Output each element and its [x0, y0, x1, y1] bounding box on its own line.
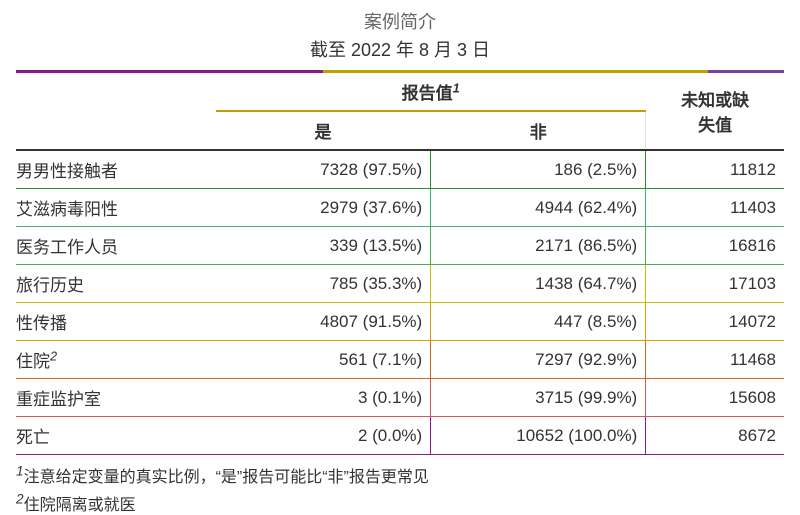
no-value: 10652 (100.0%) [431, 417, 646, 455]
footnote-2: 2住院隔离或就医 [16, 491, 784, 515]
table-row: 旅行历史785 (35.3%)1438 (64.7%)17103 [16, 265, 784, 303]
missing-line1: 未知或缺 [681, 91, 749, 110]
no-header: 非 [431, 111, 646, 150]
missing-value: 14072 [646, 303, 784, 341]
no-value: 2171 (86.5%) [431, 227, 646, 265]
missing-value: 17103 [646, 265, 784, 303]
row-label: 旅行历史 [16, 265, 216, 303]
row-label: 艾滋病毒阳性 [16, 189, 216, 227]
no-value: 447 (8.5%) [431, 303, 646, 341]
table-row: 医务工作人员339 (13.5%)2171 (86.5%)16816 [16, 227, 784, 265]
no-value: 186 (2.5%) [431, 150, 646, 189]
yes-value: 4807 (91.5%) [216, 303, 431, 341]
missing-value: 8672 [646, 417, 784, 455]
empty-header [16, 73, 216, 111]
yes-value: 2 (0.0%) [216, 417, 431, 455]
table-subtitle: 截至 2022 年 8 月 3 日 [16, 36, 784, 62]
missing-line2: 失值 [698, 116, 732, 135]
row-label: 死亡 [16, 417, 216, 455]
table-title: 案例简介 [16, 8, 784, 34]
table-row: 艾滋病毒阳性2979 (37.6%)4944 (62.4%)11403 [16, 189, 784, 227]
no-value: 3715 (99.9%) [431, 379, 646, 417]
yes-value: 2979 (37.6%) [216, 189, 431, 227]
table-container: 报告值1 未知或缺 失值 是 非 男男性接触者7328 (97.5%)186 (… [16, 70, 784, 455]
table-row: 重症监护室3 (0.1%)3715 (99.9%)15608 [16, 379, 784, 417]
yes-value: 3 (0.1%) [216, 379, 431, 417]
footnote-1-text: 注意给定变量的真实比例，“是”报告可能比“非”报告更常见 [24, 469, 429, 486]
empty-header-2 [16, 111, 216, 150]
missing-value: 16816 [646, 227, 784, 265]
yes-header: 是 [216, 111, 431, 150]
missing-value: 11468 [646, 341, 784, 379]
footnote-2-sup: 2 [16, 492, 24, 507]
reported-header: 报告值1 [216, 73, 646, 111]
table-row: 住院2561 (7.1%)7297 (92.9%)11468 [16, 341, 784, 379]
footnote-1-sup: 1 [16, 464, 24, 479]
row-label: 男男性接触者 [16, 150, 216, 189]
missing-value: 11812 [646, 150, 784, 189]
no-value: 4944 (62.4%) [431, 189, 646, 227]
data-table: 报告值1 未知或缺 失值 是 非 男男性接触者7328 (97.5%)186 (… [16, 73, 784, 455]
row-label: 重症监护室 [16, 379, 216, 417]
row-label: 医务工作人员 [16, 227, 216, 265]
header-row-1: 报告值1 未知或缺 失值 [16, 73, 784, 111]
table-body: 男男性接触者7328 (97.5%)186 (2.5%)11812艾滋病毒阳性2… [16, 150, 784, 455]
table-row: 性传播4807 (91.5%)447 (8.5%)14072 [16, 303, 784, 341]
missing-value: 11403 [646, 189, 784, 227]
reported-sup: 1 [453, 80, 460, 95]
yes-value: 7328 (97.5%) [216, 150, 431, 189]
missing-value: 15608 [646, 379, 784, 417]
footnote-1: 1注意给定变量的真实比例，“是”报告可能比“非”报告更常见 [16, 463, 784, 487]
row-label: 住院2 [16, 341, 216, 379]
no-value: 7297 (92.9%) [431, 341, 646, 379]
missing-header: 未知或缺 失值 [646, 73, 784, 150]
row-label: 性传播 [16, 303, 216, 341]
yes-value: 339 (13.5%) [216, 227, 431, 265]
yes-value: 561 (7.1%) [216, 341, 431, 379]
table-row: 死亡2 (0.0%)10652 (100.0%)8672 [16, 417, 784, 455]
footnotes: 1注意给定变量的真实比例，“是”报告可能比“非”报告更常见 2住院隔离或就医 [16, 463, 784, 515]
table-row: 男男性接触者7328 (97.5%)186 (2.5%)11812 [16, 150, 784, 189]
reported-label: 报告值 [402, 84, 453, 103]
no-value: 1438 (64.7%) [431, 265, 646, 303]
yes-value: 785 (35.3%) [216, 265, 431, 303]
